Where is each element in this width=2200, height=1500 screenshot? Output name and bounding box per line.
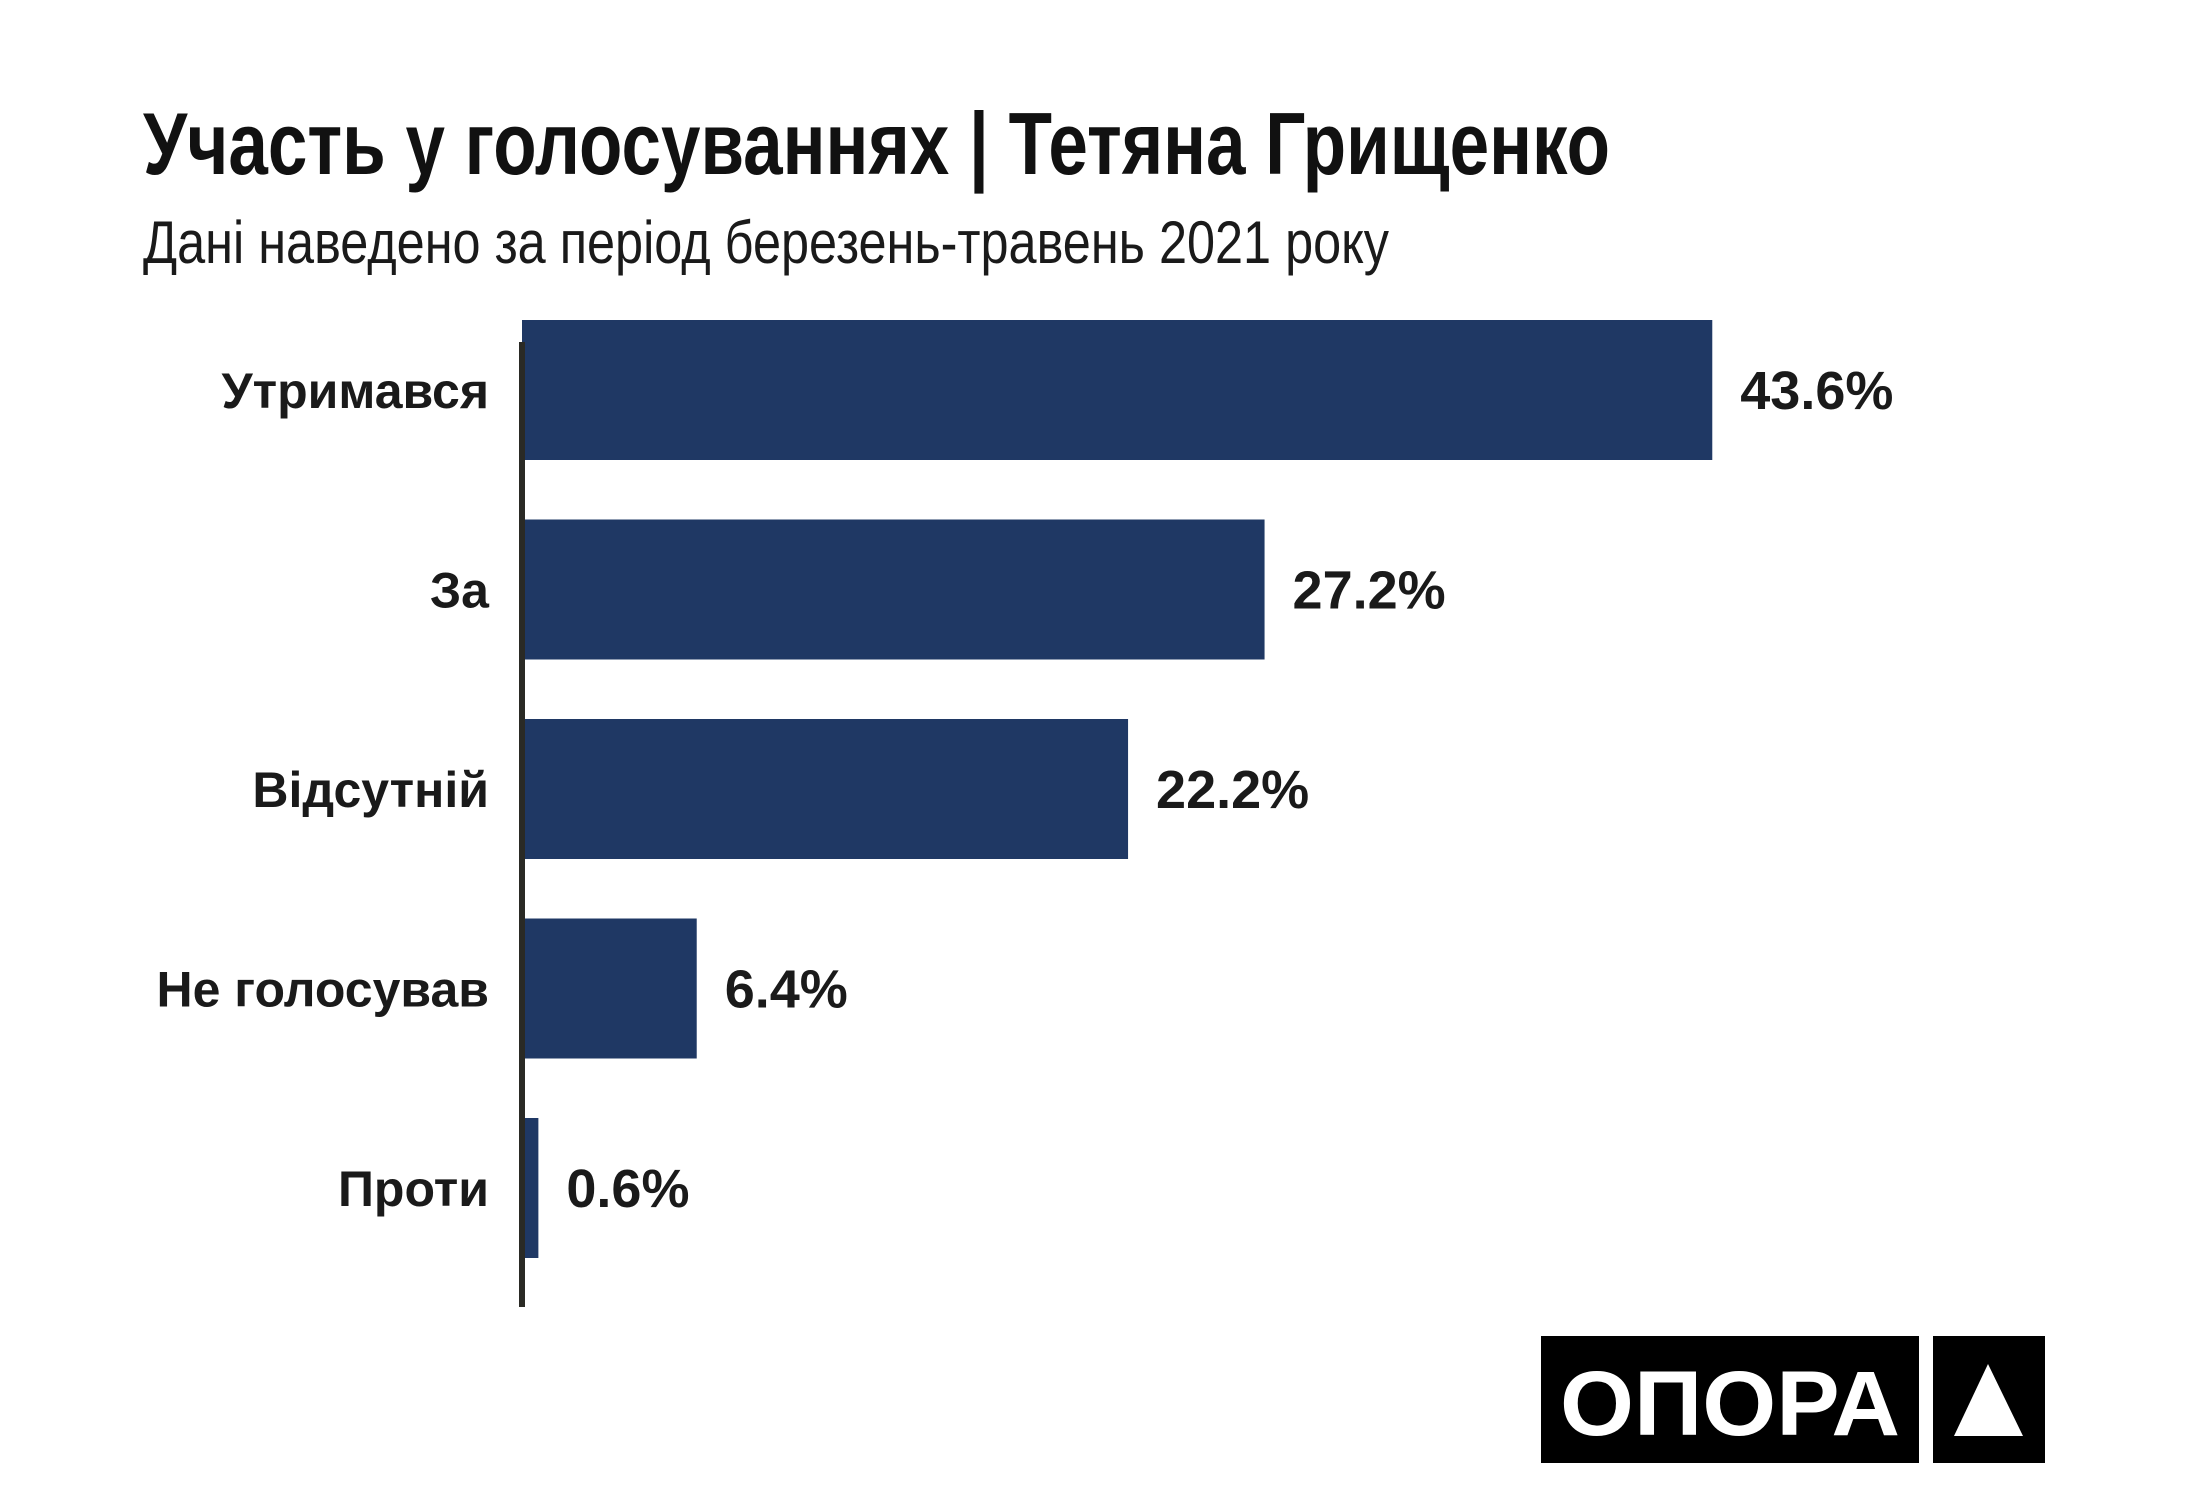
bar [522,918,697,1059]
category-label: Проти [338,1161,489,1217]
chart-subtitle: Дані наведено за період березень-травень… [143,209,1389,276]
logo-text: ОПОРА [1560,1353,1900,1455]
value-label: 0.6% [566,1159,689,1219]
category-label: Не голосував [157,962,490,1018]
bar [522,1118,539,1258]
value-label: 22.2% [1156,760,1309,820]
logo: ОПОРА [1541,1336,2045,1463]
category-label: Відсутній [252,762,489,818]
value-label: 6.4% [725,960,848,1020]
category-label: За [430,563,490,619]
logo-box [1541,1336,1919,1463]
value-label: 43.6% [1740,361,1893,421]
bars: Утримався 43.6% За 27.2% Відсутній 22.2% Не го… [157,320,1893,1258]
bar [522,719,1129,859]
triangle-icon [1954,1364,2023,1436]
category-label: Утримався [222,363,489,419]
y-axis-line [519,342,525,1307]
bar [522,519,1265,660]
chart-title: Участь у голосуваннях | Тетяна Грищенко [143,94,1610,194]
value-label: 27.2% [1293,561,1446,621]
bar [522,320,1713,460]
